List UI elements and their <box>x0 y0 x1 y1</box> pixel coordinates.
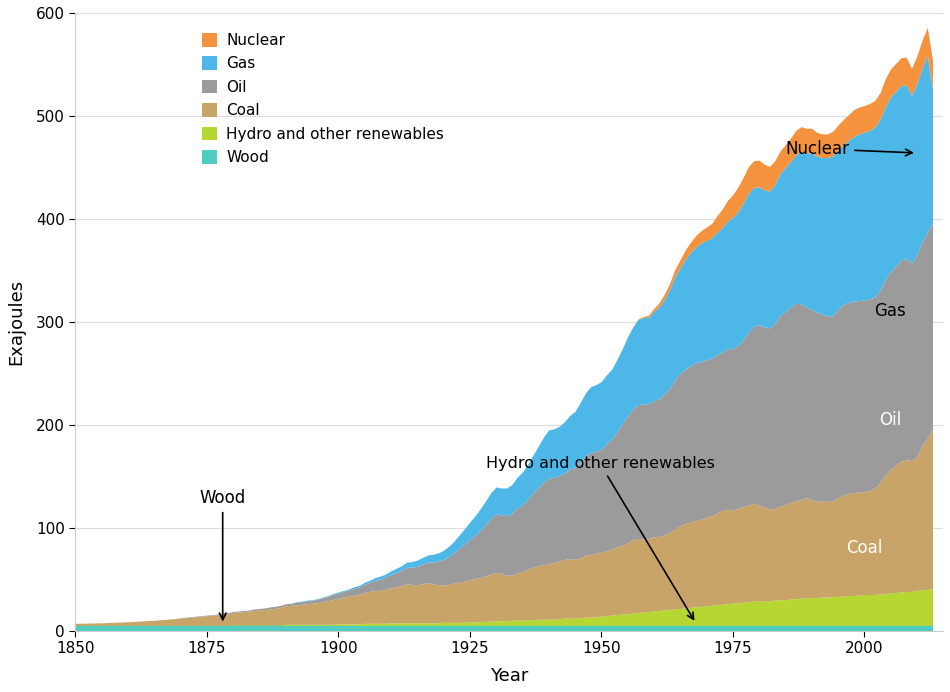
Text: Nuclear: Nuclear <box>786 140 912 158</box>
Legend: Nuclear, Gas, Oil, Coal, Hydro and other renewables, Wood: Nuclear, Gas, Oil, Coal, Hydro and other… <box>196 27 450 172</box>
Text: Coal: Coal <box>846 539 883 557</box>
X-axis label: Year: Year <box>490 667 528 685</box>
Y-axis label: Exajoules: Exajoules <box>7 279 25 365</box>
Text: Gas: Gas <box>875 302 906 320</box>
Text: Oil: Oil <box>880 410 902 428</box>
Text: Wood: Wood <box>200 489 246 620</box>
Text: Hydro and other renewables: Hydro and other renewables <box>485 456 714 619</box>
